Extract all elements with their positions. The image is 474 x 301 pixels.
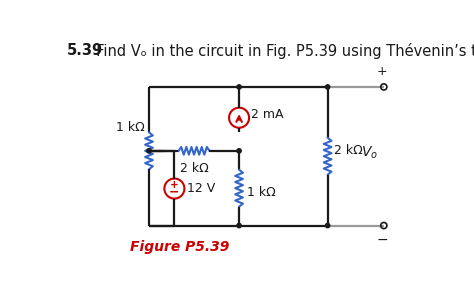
Text: 1 kΩ: 1 kΩ: [247, 185, 275, 199]
Circle shape: [326, 85, 330, 89]
Text: 2 kΩ: 2 kΩ: [334, 144, 363, 157]
Text: Figure P5.39: Figure P5.39: [130, 240, 229, 254]
Circle shape: [147, 149, 151, 153]
Text: +: +: [170, 180, 179, 190]
Text: −: −: [169, 186, 180, 199]
Circle shape: [237, 85, 241, 89]
Text: 5.39: 5.39: [66, 43, 103, 58]
Text: −: −: [376, 233, 388, 247]
Text: +: +: [377, 65, 388, 78]
Text: 2 kΩ: 2 kΩ: [180, 162, 209, 175]
Text: 12 V: 12 V: [188, 182, 216, 195]
Circle shape: [237, 223, 241, 228]
Text: 2 mA: 2 mA: [251, 108, 284, 121]
Text: $V_o$: $V_o$: [361, 144, 378, 161]
Text: Find Vₒ in the circuit in Fig. P5.39 using Thévenin’s theorem.: Find Vₒ in the circuit in Fig. P5.39 usi…: [87, 43, 474, 59]
Text: 1 kΩ: 1 kΩ: [116, 121, 145, 134]
Circle shape: [237, 149, 241, 153]
Circle shape: [326, 223, 330, 228]
